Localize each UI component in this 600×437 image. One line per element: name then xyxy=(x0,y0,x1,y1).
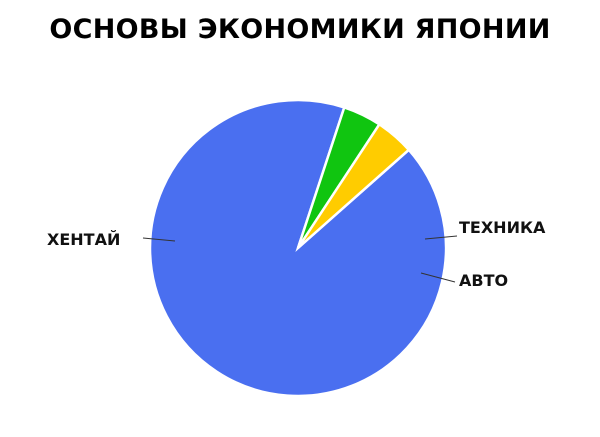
slice-label: АВТО xyxy=(459,271,508,290)
slice-label: ХЕНТАЙ xyxy=(47,230,120,249)
slice-label: ТЕХНИКА xyxy=(459,218,546,237)
pie-slice-3 xyxy=(296,122,411,249)
leader-line xyxy=(142,237,176,242)
leader-line xyxy=(420,272,456,283)
chart-title: ОСНОВЫ ЭКОНОМИКИ ЯПОНИИ xyxy=(49,14,551,45)
leader-line xyxy=(424,235,458,240)
